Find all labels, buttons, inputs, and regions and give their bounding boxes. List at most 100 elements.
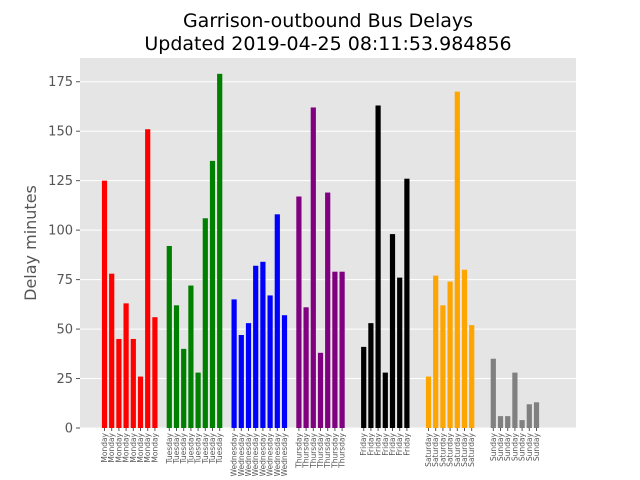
bar-friday: [368, 323, 374, 428]
bar-wednesday: [245, 323, 252, 428]
x-tick-label: Saturday: [453, 432, 462, 466]
bar-thursday: [317, 352, 324, 428]
bar-sunday: [512, 372, 518, 428]
x-tick-label: Sunday: [532, 432, 541, 461]
x-tick-label: Friday: [402, 432, 411, 455]
bar-saturday: [447, 281, 453, 428]
x-tick-label: Monday: [143, 432, 152, 462]
x-tick-label: Thursday: [294, 432, 303, 468]
x-tick-label: Friday: [381, 432, 390, 455]
bar-wednesday: [231, 299, 237, 428]
bar-friday: [397, 277, 403, 428]
x-tick-label: Monday: [114, 432, 123, 462]
bar-tuesday: [181, 348, 187, 428]
bar-monday: [123, 303, 129, 428]
x-axis: MondayMondayMondayMondayMondayMondayMond…: [100, 428, 541, 476]
x-tick-label: Friday: [388, 432, 397, 455]
bar-tuesday: [173, 305, 180, 428]
y-tick-label: 50: [56, 323, 73, 338]
x-tick-label: Monday: [122, 432, 131, 462]
x-tick-label: Tuesday: [194, 432, 203, 464]
bar-friday: [389, 234, 396, 428]
bar-saturday: [469, 325, 475, 428]
x-tick-label: Wednesday: [273, 432, 282, 476]
bar-sunday: [497, 416, 504, 428]
x-tick-label: Monday: [129, 432, 138, 462]
y-tick-label: 75: [56, 273, 73, 288]
x-tick-label: Monday: [100, 432, 109, 462]
x-tick-label: Tuesday: [201, 432, 210, 464]
bar-tuesday: [195, 372, 201, 428]
x-tick-label: Saturday: [424, 432, 433, 466]
x-tick-label: Thursday: [338, 432, 347, 468]
bar-tuesday: [209, 160, 216, 428]
x-tick-label: Thursday: [316, 432, 325, 468]
x-tick-label: Monday: [136, 432, 145, 462]
y-tick-label: 0: [65, 422, 73, 437]
x-tick-label: Wednesday: [266, 432, 275, 476]
bar-thursday: [339, 271, 345, 428]
bar-monday: [116, 338, 122, 428]
bar-sunday: [490, 358, 496, 428]
x-tick-label: Thursday: [309, 432, 318, 468]
x-tick-label: Monday: [107, 432, 116, 462]
bar-saturday: [461, 269, 468, 428]
bar-tuesday: [217, 73, 223, 428]
bar-tuesday: [188, 285, 194, 428]
bar-wednesday: [281, 315, 288, 428]
bar-friday: [404, 178, 410, 428]
bar-friday: [382, 372, 388, 428]
y-axis-label: Delay minutes: [21, 185, 40, 301]
bar-monday: [152, 317, 158, 428]
bar-saturday: [454, 91, 460, 429]
x-tick-label: Sunday: [525, 432, 534, 461]
x-tick-label: Thursday: [330, 432, 339, 468]
x-tick-label: Tuesday: [179, 432, 188, 464]
bar-monday: [137, 376, 144, 428]
bar-tuesday: [166, 245, 172, 428]
bar-thursday: [325, 192, 331, 428]
bar-thursday: [296, 196, 302, 428]
bar-thursday: [332, 271, 338, 428]
bar-saturday: [440, 305, 446, 428]
bar-wednesday: [253, 265, 259, 428]
x-tick-label: Saturday: [431, 432, 440, 466]
x-tick-label: Tuesday: [172, 432, 181, 464]
x-tick-label: Saturday: [446, 432, 455, 466]
x-tick-label: Wednesday: [237, 432, 246, 476]
bar-wednesday: [274, 214, 280, 428]
chart-subtitle: Updated 2019-04-25 08:11:53.984856: [144, 33, 511, 55]
x-tick-label: Friday: [366, 432, 375, 455]
y-tick-label: 125: [48, 174, 73, 189]
x-tick-label: Wednesday: [244, 432, 253, 476]
bar-sunday: [533, 402, 540, 428]
x-tick-label: Wednesday: [251, 432, 260, 476]
x-tick-label: Wednesday: [280, 432, 289, 476]
x-tick-label: Sunday: [496, 432, 505, 461]
x-tick-label: Thursday: [323, 432, 332, 468]
bar-sunday: [519, 420, 525, 428]
x-tick-label: Sunday: [503, 432, 512, 461]
x-tick-label: Wednesday: [258, 432, 267, 476]
x-tick-label: Saturday: [438, 432, 447, 466]
bar-wednesday: [267, 295, 273, 428]
bar-wednesday: [238, 335, 244, 428]
bar-monday: [109, 273, 115, 428]
x-tick-label: Monday: [150, 432, 159, 462]
x-tick-label: Friday: [359, 432, 368, 455]
y-tick-label: 100: [48, 224, 73, 239]
x-tick-label: Tuesday: [186, 432, 195, 464]
bar-monday: [101, 180, 108, 428]
x-tick-label: Sunday: [510, 432, 519, 461]
bar-sunday: [505, 416, 511, 428]
x-tick-label: Saturday: [467, 432, 476, 466]
y-axis: 0 25 50 75 100 125 150 175: [48, 75, 80, 437]
y-tick-label: 25: [56, 372, 73, 387]
bar-thursday: [310, 107, 316, 428]
x-tick-label: Friday: [395, 432, 404, 455]
x-tick-label: Saturday: [460, 432, 469, 466]
bars: [101, 73, 540, 429]
bar-wednesday: [260, 261, 266, 428]
bar-friday: [375, 105, 381, 428]
